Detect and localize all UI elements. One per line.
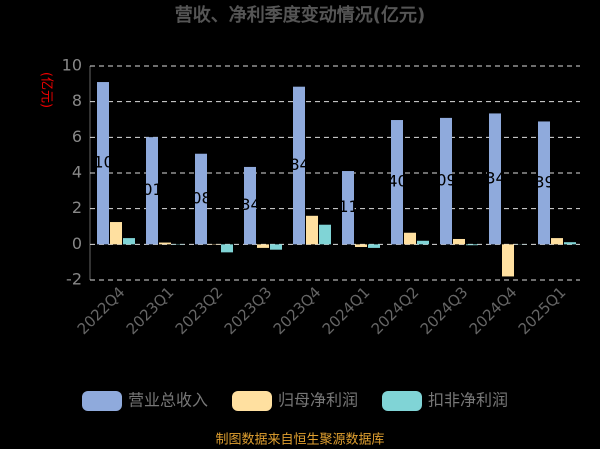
y-tick-label: 0 (72, 234, 82, 253)
bar (502, 244, 514, 277)
value-label: 34 (240, 195, 260, 214)
bar (391, 120, 403, 245)
legend-swatch (82, 391, 122, 411)
y-axis-label: (亿元) (39, 72, 54, 108)
y-tick-label: 4 (72, 163, 82, 182)
bar (489, 113, 501, 245)
bar (97, 82, 109, 245)
bar (466, 244, 478, 246)
bar (355, 244, 367, 248)
bar (110, 222, 122, 245)
legend-label: 扣非净利润 (428, 391, 508, 410)
value-label: 09 (436, 171, 456, 190)
y-tick-label: 8 (72, 91, 82, 110)
legend-label: 归母净利润 (278, 391, 358, 410)
bar (564, 242, 576, 245)
y-tick-label: 2 (72, 198, 82, 217)
value-label: 39 (534, 172, 554, 191)
bar (195, 153, 207, 245)
bar (221, 244, 233, 253)
y-tick-label: -2 (66, 270, 82, 289)
bar (257, 244, 269, 248)
bar (146, 137, 158, 245)
value-label: 01 (142, 180, 162, 199)
value-label: 34 (485, 168, 505, 187)
legend-swatch (232, 391, 272, 411)
chart-title: 营收、净利季度变动情况(亿元) (175, 4, 425, 26)
legend-label: 营业总收入 (128, 391, 208, 410)
value-label: 40 (387, 172, 407, 191)
value-label: 11 (338, 197, 358, 216)
bar (319, 224, 331, 245)
value-label: 08 (191, 189, 211, 208)
bar (551, 238, 563, 245)
source-note: 制图数据来自恒生聚源数据库 (215, 432, 384, 448)
bar (538, 121, 550, 245)
y-tick-label: 6 (72, 127, 82, 146)
legend-swatch (382, 391, 422, 411)
bar (453, 238, 465, 245)
bar (159, 242, 171, 245)
y-tick-label: 10 (62, 56, 82, 75)
value-label: 10 (93, 153, 113, 172)
bar (417, 240, 429, 245)
bar (293, 86, 305, 245)
bar (368, 244, 380, 248)
bar (270, 244, 282, 250)
bar (244, 166, 256, 245)
bar (306, 215, 318, 245)
value-label: 84 (289, 155, 309, 174)
bar (342, 171, 354, 245)
bar (440, 117, 452, 245)
bar (123, 238, 135, 245)
bar (404, 232, 416, 245)
